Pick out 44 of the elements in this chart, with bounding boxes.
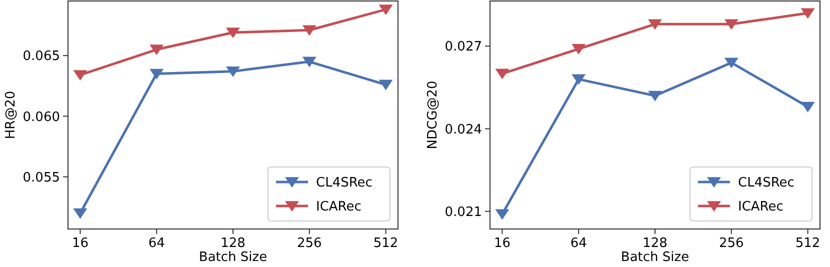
point <box>302 25 316 36</box>
point <box>73 208 88 219</box>
y-tick-label: 0.027 <box>444 40 482 55</box>
y-tick-label: 0.065 <box>22 49 60 64</box>
x-tick-label: 128 <box>642 236 668 251</box>
legend-label: CL4SRec <box>738 176 794 191</box>
point <box>226 28 240 38</box>
point <box>648 90 662 102</box>
x-tick-label: 16 <box>72 236 88 251</box>
point <box>150 68 164 80</box>
point <box>724 58 738 68</box>
legend-label: CL4SRec <box>316 176 372 191</box>
legend-label: ICARec <box>738 200 784 215</box>
x-tick-label: 128 <box>220 236 246 251</box>
x-tick-label: 256 <box>718 236 744 251</box>
point <box>800 102 815 112</box>
point <box>73 70 88 81</box>
x-axis-title: Batch Size <box>620 250 690 265</box>
x-tick-label: 64 <box>148 236 165 251</box>
x-tick-label: 256 <box>296 236 322 251</box>
point <box>226 66 240 77</box>
x-tick-label: 64 <box>570 236 587 251</box>
point <box>572 74 586 85</box>
point <box>800 8 815 19</box>
y-tick-label: 0.021 <box>444 204 482 220</box>
point <box>648 19 662 30</box>
point <box>495 209 510 220</box>
y-tick-label: 0.060 <box>22 110 60 125</box>
point <box>572 44 586 55</box>
y-tick-label: 0.024 <box>444 122 482 138</box>
x-tick-label: 16 <box>494 236 510 251</box>
x-tick-label: 512 <box>795 236 820 251</box>
y-axis-title: HR@20 <box>4 90 19 140</box>
point <box>495 68 510 80</box>
y-tick-label: 0.055 <box>22 170 60 186</box>
y-axis-title: NDCG@20 <box>426 80 441 150</box>
point <box>302 56 316 68</box>
point <box>724 19 738 30</box>
point <box>150 44 164 56</box>
x-tick-label: 512 <box>373 236 398 251</box>
point <box>378 4 393 16</box>
x-axis-title: Batch Size <box>198 250 268 265</box>
point <box>378 80 393 90</box>
legend-label: ICARec <box>316 200 362 215</box>
